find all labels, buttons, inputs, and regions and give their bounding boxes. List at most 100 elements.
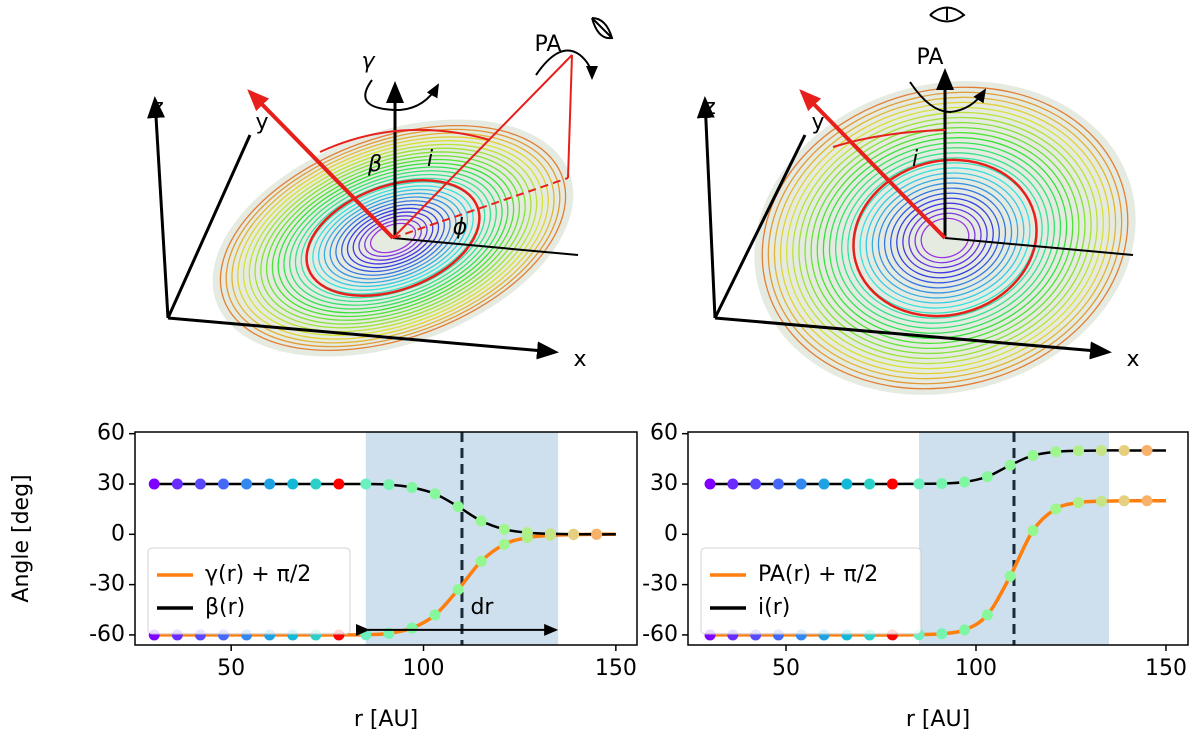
marker [1004,570,1016,582]
axis-y: y [255,110,268,135]
marker [1050,503,1062,515]
charts: 50 100 150 -60 -30 0 30 60 dr γ(r) + π/2 β(r) r [AU… [9,421,1189,732]
axis-x: x [1126,347,1139,372]
disc-ring [834,147,1056,329]
disc-ring [277,162,509,314]
y-tick-label: -60 [89,622,125,647]
legend: PA(r) + π/2 i(r) [700,547,922,635]
marker [1073,497,1085,509]
diagram-labels: z y x γ PA β i ϕ z y x PA i [152,32,1139,372]
disc-ring [323,192,463,284]
marker [148,478,160,490]
disc-ring [254,147,532,329]
marker [1118,444,1130,456]
marker [981,471,993,483]
marker [498,538,510,550]
legend-label: γ(r) + π/2 [205,562,311,587]
marker [772,478,784,490]
axis-z: z [152,95,164,120]
x-tick-label: 50 [772,656,800,681]
disc-ring [260,151,526,325]
y-tick-label: 30 [650,471,678,496]
y-tick-label: -30 [89,572,125,597]
y-tick-label: 0 [664,521,678,546]
disc-ring [890,192,1000,284]
disc-ring [914,212,976,264]
plot-frame [134,431,638,646]
disc-ring [877,182,1013,294]
x-tick-label: 150 [1145,656,1187,681]
disc-ring [871,177,1019,299]
disc-ring [767,91,1123,385]
marker [1141,495,1153,507]
annotation-text: dr [470,595,494,620]
marker [1095,495,1107,507]
disc-ring [798,116,1092,360]
marker [1050,446,1062,458]
disc-ring [847,157,1043,319]
y-tick-label: -30 [642,572,678,597]
disc-ring-red [305,178,481,298]
marker [406,482,418,494]
marker [1073,445,1085,457]
x-tick-label: 100 [403,656,445,681]
disc-ring [822,137,1068,339]
marker [913,478,925,490]
disc-ring [335,200,451,276]
marker [498,523,510,535]
disc-ring [908,207,982,269]
legend-label: PA(r) + π/2 [758,562,878,587]
marker [194,478,206,490]
i-label: i [427,147,433,172]
marker [750,478,762,490]
disc-ring [865,172,1025,304]
marker [1004,459,1016,471]
marker [264,478,276,490]
marker [544,528,556,540]
marker [704,478,716,490]
disc-ring [369,222,417,254]
diagram-lines [147,6,1134,360]
disc-ring [804,121,1086,355]
chart: 50 100 150 -60 -30 0 30 60 dr γ(r) + π/2 β(r) r [AU… [9,421,638,732]
disc-ring [773,96,1117,380]
disc-ring [248,143,538,333]
disc-ring [283,166,503,310]
disc-ring [828,142,1062,334]
marker [383,479,395,491]
marker [959,476,971,488]
legend: γ(r) + π/2 β(r) [147,547,351,635]
marker [521,527,533,539]
marker [959,624,971,636]
marker [1027,525,1039,537]
marker [333,478,345,490]
marker [864,478,876,490]
disc-ring [358,215,428,261]
x-tick-label: 50 [217,656,245,681]
marker [727,478,739,490]
axis-z: z [704,95,716,120]
disc-ring [329,196,457,280]
legend-label: i(r) [758,595,790,620]
marker [1027,449,1039,461]
disc-ring [289,170,497,306]
disc-ring [779,101,1111,375]
marker [591,528,603,540]
disc-ring [317,188,469,288]
plot-frame [687,431,1189,646]
x-axis-label: r [AU] [906,707,970,732]
disc-ring [761,86,1129,390]
y-tick-label: 60 [97,421,125,446]
gamma-label: γ [361,49,375,74]
disc-ring [816,131,1074,345]
marker [981,609,993,621]
disc-ring [920,217,970,259]
marker [795,478,807,490]
legend-label: β(r) [205,595,245,620]
disc-ring [271,158,515,318]
x-axis-label: r [AU] [354,707,418,732]
marker [818,478,830,490]
disc-ring [312,185,474,291]
x-tick-label: 100 [955,656,997,681]
marker [217,478,229,490]
